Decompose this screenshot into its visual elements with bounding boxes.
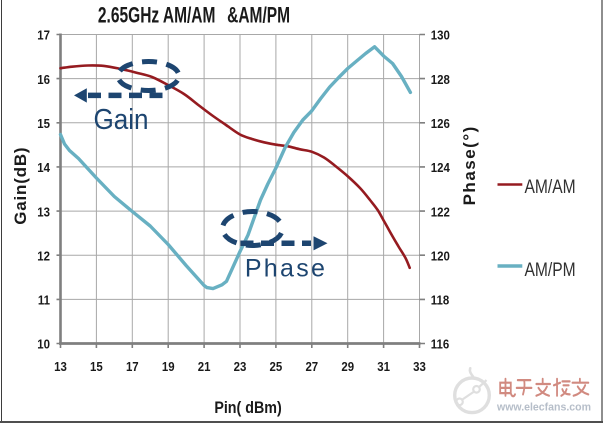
svg-text:122: 122	[431, 205, 450, 220]
svg-text:Gain(dB): Gain(dB)	[11, 147, 30, 225]
svg-text:124: 124	[431, 160, 450, 175]
svg-text:15: 15	[37, 116, 50, 131]
svg-text:25: 25	[270, 359, 283, 374]
svg-text:120: 120	[431, 249, 450, 264]
svg-text:2.65GHz AM/AM &AM/PM: 2.65GHz AM/AM &AM/PM	[98, 4, 290, 28]
svg-text:AM/PM: AM/PM	[525, 259, 576, 281]
svg-text:13: 13	[37, 205, 50, 220]
svg-text:128: 128	[431, 72, 450, 87]
svg-text:Phase: Phase	[245, 255, 327, 283]
svg-text:29: 29	[341, 359, 354, 374]
svg-text:Phase(°): Phase(°)	[460, 125, 479, 205]
svg-text:126: 126	[431, 116, 450, 131]
svg-text:14: 14	[37, 160, 50, 175]
svg-text:17: 17	[37, 28, 50, 43]
svg-text:27: 27	[305, 359, 318, 374]
svg-text:17: 17	[126, 359, 139, 374]
svg-text:11: 11	[38, 293, 50, 308]
svg-text:13: 13	[54, 359, 67, 374]
svg-text:Gain: Gain	[93, 103, 148, 136]
svg-text:118: 118	[431, 293, 450, 308]
svg-text:Pin( dBm): Pin( dBm)	[214, 399, 281, 417]
svg-text:130: 130	[431, 28, 450, 43]
svg-text:31: 31	[377, 359, 390, 374]
svg-text:19: 19	[162, 359, 175, 374]
svg-text:AM/AM: AM/AM	[525, 176, 576, 198]
svg-text:33: 33	[413, 359, 426, 374]
svg-text:21: 21	[198, 359, 211, 374]
svg-text:16: 16	[37, 72, 50, 87]
svg-text:116: 116	[431, 337, 450, 352]
svg-text:23: 23	[234, 359, 247, 374]
svg-text:12: 12	[37, 249, 50, 264]
svg-text:www.elecfans.com: www.elecfans.com	[496, 401, 591, 413]
svg-text:10: 10	[37, 337, 50, 352]
svg-text:15: 15	[90, 359, 103, 374]
